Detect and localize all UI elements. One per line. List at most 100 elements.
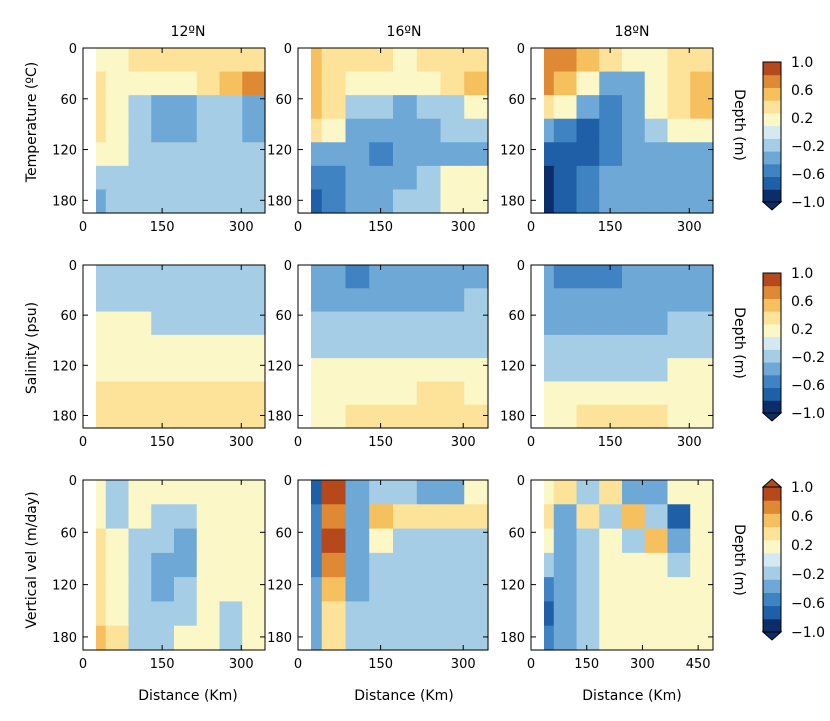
heat-cell	[690, 404, 714, 429]
heat-cell	[416, 528, 442, 554]
x-tick-label: 0	[527, 220, 535, 235]
heat-cell	[576, 601, 600, 627]
heat-cell	[393, 528, 418, 554]
heat-cell	[576, 552, 600, 578]
colorbar-swatch	[763, 579, 781, 593]
panel-frame	[82, 479, 266, 651]
colorbar-swatch	[763, 618, 781, 633]
heat-cell	[174, 142, 198, 167]
heat-cell	[242, 118, 266, 143]
heat-cell	[196, 625, 221, 651]
heat-cell	[219, 480, 243, 505]
heat-cell	[576, 165, 600, 191]
y-tick-label: 60	[508, 93, 525, 108]
heat-cell	[440, 577, 465, 603]
colorbar-tick-label: 0.2	[791, 111, 813, 127]
heat-cell	[553, 381, 578, 406]
row-label-vertical-velocity: Vertical vel (m/day)	[24, 491, 40, 628]
heat-cell	[128, 311, 152, 336]
heat-cell	[321, 601, 347, 627]
heat-cell	[440, 404, 465, 429]
y-tick-label: 0	[69, 42, 77, 57]
heat-cell	[644, 552, 669, 578]
land-mask	[298, 48, 311, 213]
heat-cell	[644, 334, 669, 359]
heat-cell	[416, 480, 442, 505]
heat-cell	[416, 404, 442, 429]
heat-cell	[174, 95, 198, 120]
heat-cell	[174, 71, 198, 96]
heat-cell	[105, 404, 130, 429]
heat-cell	[599, 189, 623, 214]
heat-cell	[667, 381, 691, 406]
colorbar-swatch	[763, 323, 781, 338]
heat-cell	[174, 311, 198, 336]
heat-cell	[369, 601, 394, 627]
heat-cell	[174, 358, 198, 383]
heat-cell	[667, 311, 691, 336]
heat-cell	[105, 165, 130, 191]
heat-cell	[690, 189, 714, 214]
heat-cell	[622, 48, 646, 73]
heat-cell	[321, 404, 347, 429]
heat-cell	[440, 358, 465, 383]
heat-cell	[644, 265, 669, 289]
heat-cell	[151, 118, 175, 143]
heat-cell	[464, 381, 489, 406]
colorbar-swatch	[763, 87, 781, 101]
heat-cell	[369, 577, 394, 603]
heat-cell	[464, 577, 489, 603]
heat-cell	[345, 334, 370, 359]
colorbar-swatch	[763, 151, 781, 165]
heat-cell	[599, 71, 623, 96]
heat-cell	[553, 528, 578, 554]
colorbar-3: 1.0 0.6 0.2 −0.2 −0.6 −1.0	[761, 478, 825, 641]
x-tick-label: 300	[630, 657, 655, 672]
colorbar-swatch	[763, 189, 781, 203]
heat-cell	[393, 480, 418, 505]
heat-cell	[393, 358, 418, 383]
heat-cell	[128, 334, 152, 359]
heat-cell	[667, 601, 691, 627]
y-tick-label: 0	[517, 259, 525, 274]
heat-cell	[219, 601, 243, 627]
heat-cell	[128, 504, 152, 530]
colorbar-swatch	[763, 311, 781, 325]
heat-cell	[128, 142, 152, 167]
heat-cell	[196, 189, 221, 214]
heat-cell	[345, 288, 370, 313]
colorbar-swatch	[763, 112, 781, 127]
heat-cell	[105, 189, 130, 214]
x-tick-label: 0	[79, 657, 87, 672]
heat-cell	[440, 189, 465, 214]
heat-cell	[174, 601, 198, 627]
heat-cell	[242, 265, 266, 289]
panel-frame	[297, 47, 489, 214]
heat-cell	[151, 142, 175, 167]
heat-cell	[393, 311, 418, 336]
land-mask	[83, 480, 96, 650]
heat-cell	[599, 528, 623, 554]
heat-cell	[599, 48, 623, 73]
heat-cell	[667, 504, 691, 530]
heat-cell	[345, 358, 370, 383]
heat-cell	[690, 48, 714, 73]
heat-cell	[128, 404, 152, 429]
heat-cell	[105, 142, 130, 167]
heat-cell	[128, 601, 152, 627]
heat-cell	[151, 71, 175, 96]
heat-cell	[242, 311, 266, 336]
heat-cell	[599, 625, 623, 651]
heat-cell	[667, 265, 691, 289]
heat-cell	[345, 95, 370, 120]
colorbar-swatch	[763, 500, 781, 514]
heat-cell	[369, 480, 394, 505]
heat-cell	[393, 504, 418, 530]
heat-cell	[151, 334, 175, 359]
colorbar-tick-label: 1.0	[791, 480, 813, 496]
heat-cell	[599, 165, 623, 191]
heat-cell	[576, 288, 600, 313]
y-tick-label: 180	[500, 409, 525, 424]
heat-cell	[416, 358, 442, 383]
heat-cell	[242, 189, 266, 214]
